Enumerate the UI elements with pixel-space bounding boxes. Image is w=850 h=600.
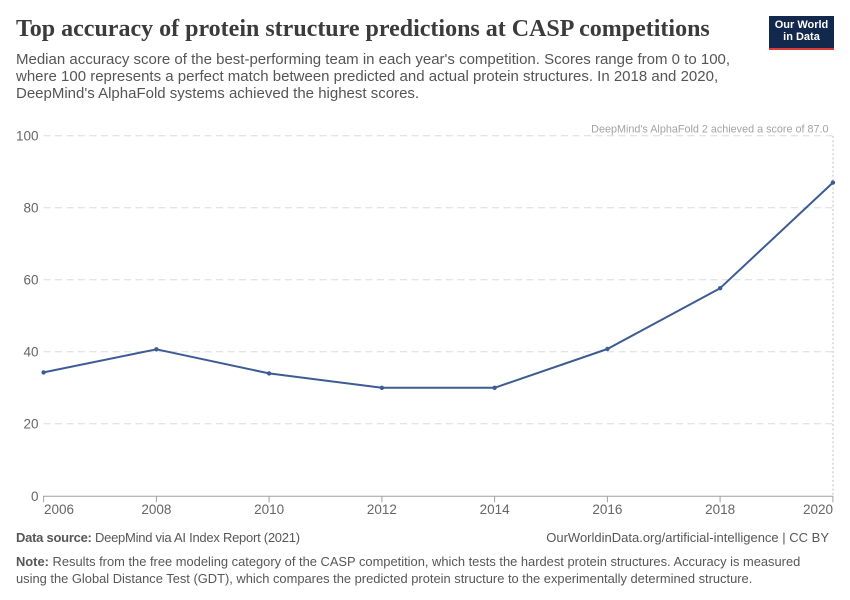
svg-text:2020: 2020	[803, 502, 833, 517]
svg-text:60: 60	[23, 272, 38, 287]
svg-text:2012: 2012	[367, 502, 397, 517]
svg-text:2014: 2014	[480, 502, 511, 517]
svg-text:40: 40	[23, 344, 38, 359]
svg-text:80: 80	[23, 200, 38, 215]
svg-text:20: 20	[23, 416, 38, 431]
svg-text:0: 0	[31, 489, 39, 504]
svg-text:2010: 2010	[254, 502, 284, 517]
svg-text:2006: 2006	[44, 502, 74, 517]
svg-text:DeepMind's AlphaFold 2 achieve: DeepMind's AlphaFold 2 achieved a score …	[591, 124, 828, 136]
svg-text:2016: 2016	[592, 502, 622, 517]
svg-text:2008: 2008	[141, 502, 171, 517]
svg-text:100: 100	[16, 128, 39, 143]
svg-text:2018: 2018	[705, 502, 735, 517]
